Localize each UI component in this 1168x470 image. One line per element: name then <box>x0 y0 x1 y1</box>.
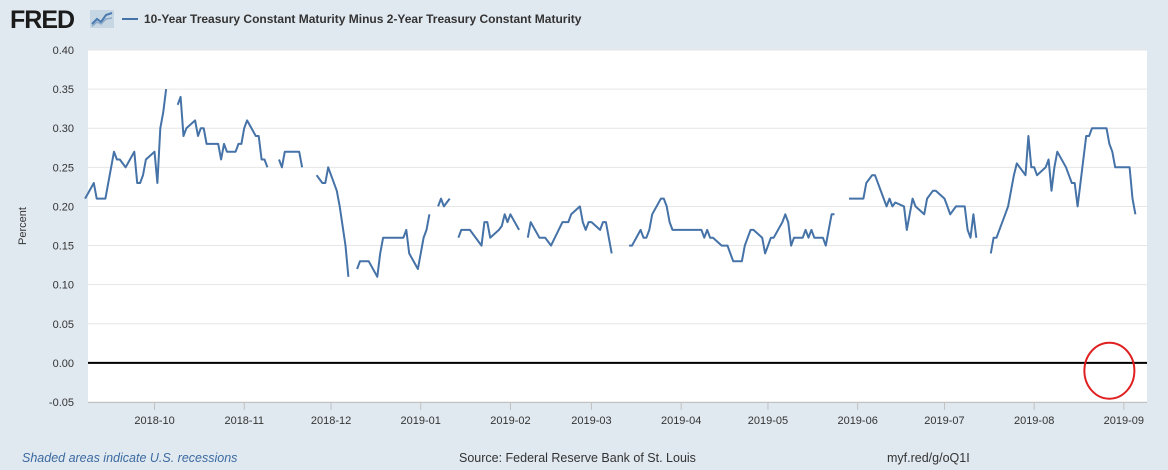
annotation-circle <box>1083 341 1136 400</box>
series-line-segment <box>989 127 1137 254</box>
x-tick-label: 2019-04 <box>661 415 701 427</box>
x-tick-label: 2019-07 <box>924 415 964 427</box>
series-line-segment <box>356 214 431 278</box>
recession-note: Shaded areas indicate U.S. recessions <box>22 451 238 465</box>
y-tick-label: 0.40 <box>53 45 74 57</box>
x-tick-label: 2019-06 <box>837 415 877 427</box>
series-line-segment <box>849 174 978 239</box>
series-line-segment <box>526 205 613 254</box>
y-tick-label: 0.10 <box>53 280 74 292</box>
x-tick-label: 2019-01 <box>401 415 441 427</box>
y-tick-label: 0.15 <box>53 241 74 253</box>
y-tick-label: 0.05 <box>53 319 74 331</box>
y-tick-label: 0.30 <box>53 123 74 135</box>
fred-chart-icon <box>90 10 114 28</box>
y-tick-label: 0.35 <box>53 84 74 96</box>
x-tick-label: 2019-09 <box>1104 415 1144 427</box>
x-tick-label: 2018-12 <box>311 415 351 427</box>
y-tick-label: 0.25 <box>53 162 74 174</box>
plot-area <box>88 50 1147 402</box>
y-tick-label: -0.05 <box>49 397 74 409</box>
y-tick-label: 0.00 <box>53 358 74 370</box>
x-tick-label: 2018-11 <box>224 415 264 427</box>
chart-header: FRED 10-Year Treasury Constant Maturity … <box>0 0 1168 40</box>
x-tick-label: 2019-08 <box>1014 415 1054 427</box>
short-url-link[interactable]: myf.red/g/oQ1I <box>887 451 970 465</box>
series-line-segment <box>457 213 520 247</box>
chart-legend[interactable]: 10-Year Treasury Constant Maturity Minus… <box>122 12 581 26</box>
x-tick-label: 2019-02 <box>490 415 530 427</box>
x-tick-label: 2019-05 <box>748 415 788 427</box>
legend-swatch <box>122 18 138 20</box>
fred-logo[interactable]: FRED <box>10 6 75 34</box>
source-text: Source: Federal Reserve Bank of St. Loui… <box>459 451 696 465</box>
y-tick-label: 0.20 <box>53 201 74 213</box>
series-line-segment <box>437 197 451 208</box>
series-line-segment <box>315 166 350 277</box>
x-tick-label: 2018-10 <box>134 415 174 427</box>
x-tick-label: 2019-03 <box>571 415 611 427</box>
series-line-segment <box>278 150 304 169</box>
legend-series-label: 10-Year Treasury Constant Maturity Minus… <box>144 12 582 26</box>
series-line-segment <box>84 88 168 200</box>
y-axis-label: Percent <box>17 207 29 245</box>
series-line-segment <box>629 197 835 263</box>
series-line-segment <box>176 95 269 168</box>
